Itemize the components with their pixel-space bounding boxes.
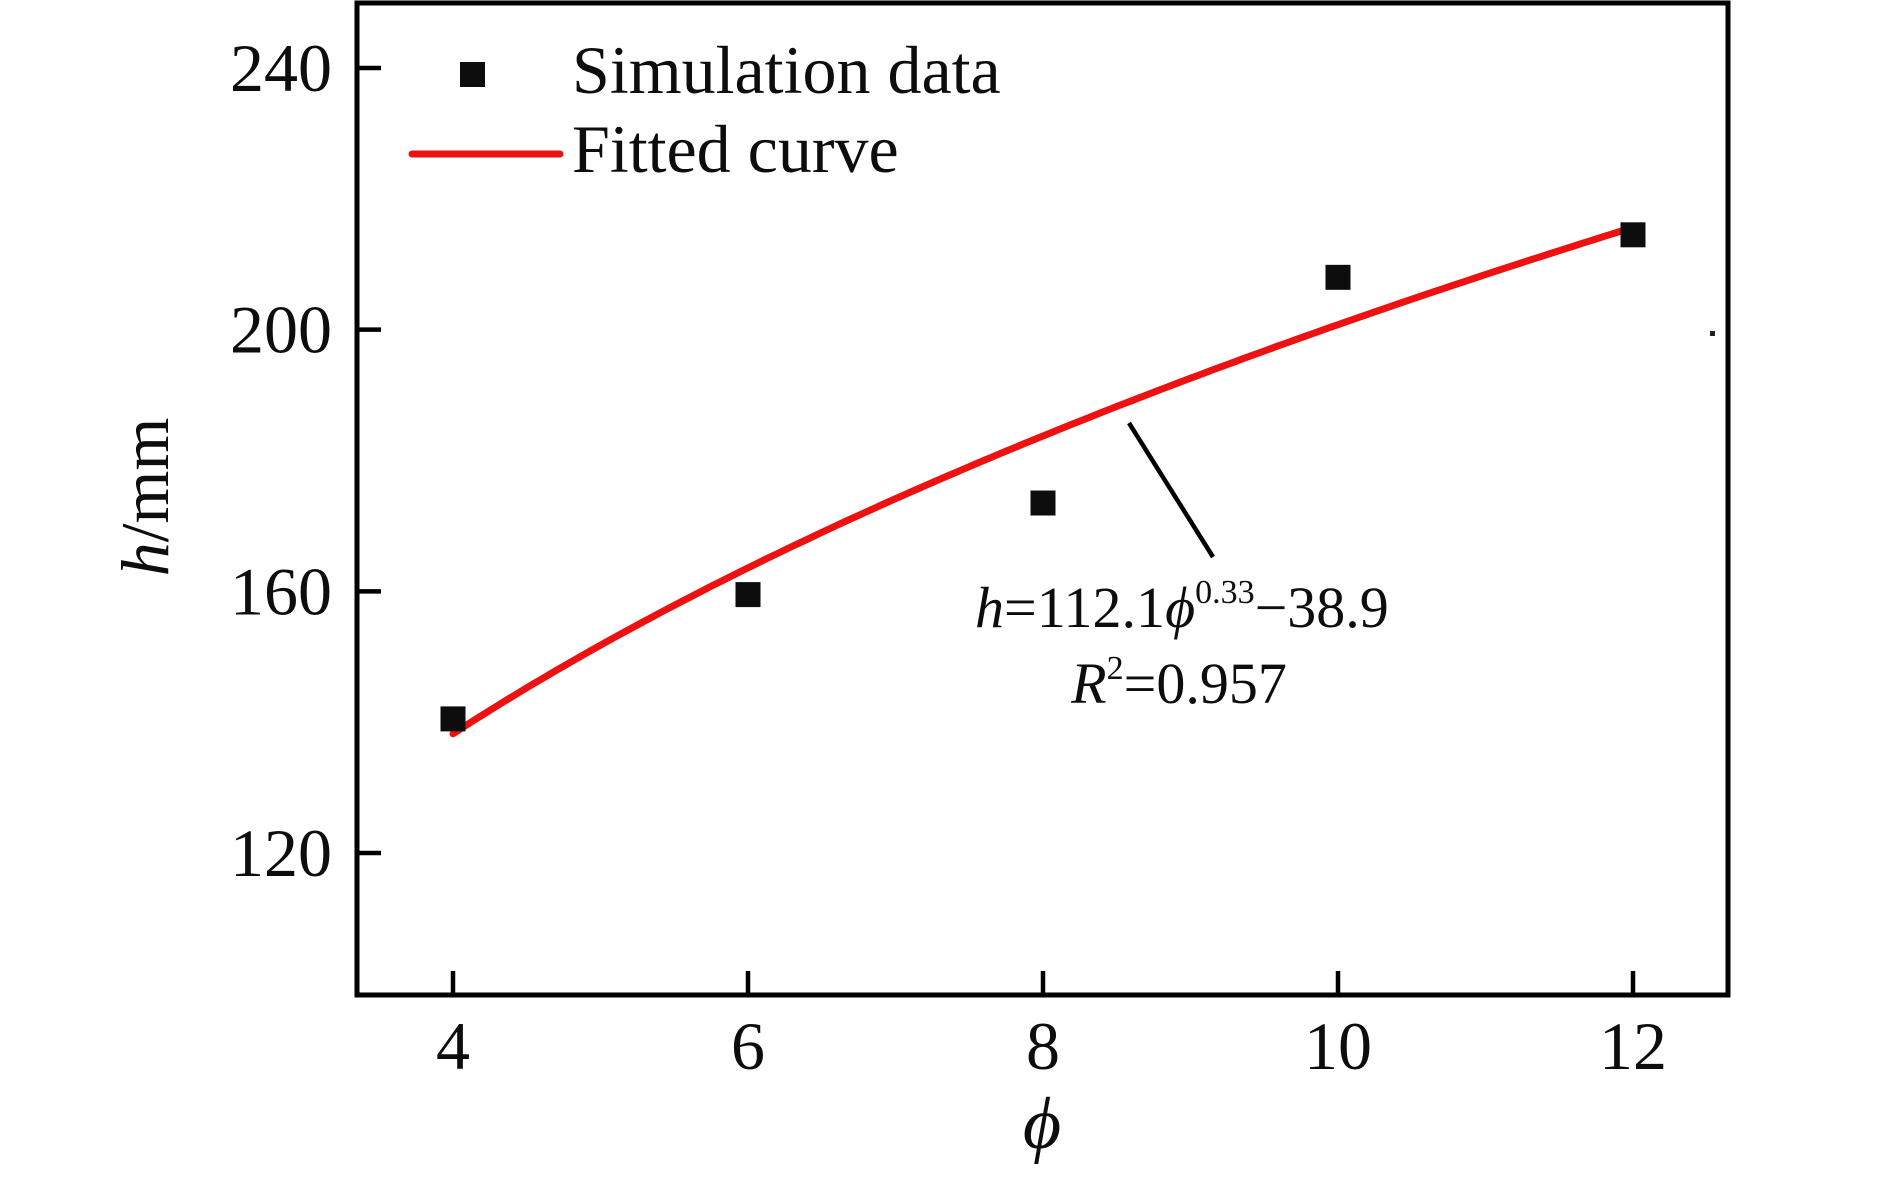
legend-square-marker-icon <box>460 62 485 87</box>
x-axis-tick-labels: 4 6 8 10 12 <box>436 1008 1667 1084</box>
y-tick-label: 160 <box>230 553 332 629</box>
x-axis-ticks <box>450 971 1636 993</box>
y-axis-tick-labels: 120 160 200 240 <box>230 30 332 891</box>
y-axis-title-unit: /mm <box>107 418 183 543</box>
equation-exponent: 0.33 <box>1195 574 1255 611</box>
y-axis-ticks <box>359 65 381 856</box>
data-point-marker <box>440 706 466 732</box>
legend: Simulation data Fitted curve <box>408 32 1001 187</box>
plot-area-border <box>354 0 1731 998</box>
artifact-dot <box>1710 331 1715 336</box>
equation-tail: −38.9 <box>1255 575 1389 640</box>
y-axis-title: h/mm <box>107 418 183 577</box>
equation-phi-symbol: ϕ <box>1165 575 1195 640</box>
x-axis-title: ϕ <box>1023 1083 1061 1165</box>
r-squared-variable: R <box>1070 651 1106 716</box>
data-point-markers <box>440 222 1646 732</box>
fitted-curve-line <box>449 223 1637 738</box>
equation-variable: h <box>975 575 1004 640</box>
annotation-callout-line <box>1127 421 1215 559</box>
x-tick-label: 8 <box>1026 1008 1060 1084</box>
x-tick-label: 10 <box>1304 1008 1372 1084</box>
y-axis-title-variable: h <box>107 542 183 576</box>
y-tick-label: 120 <box>230 815 332 891</box>
r-squared-annotation: R2=0.957 <box>1070 650 1287 716</box>
r-squared-exponent: 2 <box>1107 650 1124 687</box>
y-tick-label: 200 <box>230 292 332 368</box>
x-tick-label: 6 <box>731 1008 765 1084</box>
legend-label-fitted-curve: Fitted curve <box>572 111 899 187</box>
x-tick-label: 12 <box>1599 1008 1667 1084</box>
r-squared-value: =0.957 <box>1124 651 1287 716</box>
equation-coefficient: =112.1 <box>1004 575 1165 640</box>
legend-label-simulation-data: Simulation data <box>572 32 1001 108</box>
x-tick-label: 4 <box>436 1008 470 1084</box>
data-point-marker <box>1620 222 1646 248</box>
data-point-marker <box>1325 264 1351 290</box>
data-point-marker <box>1030 490 1056 516</box>
data-point-marker <box>735 582 761 608</box>
y-tick-label: 240 <box>230 30 332 106</box>
equation-annotation: h=112.1ϕ0.33−38.9 <box>975 574 1389 640</box>
